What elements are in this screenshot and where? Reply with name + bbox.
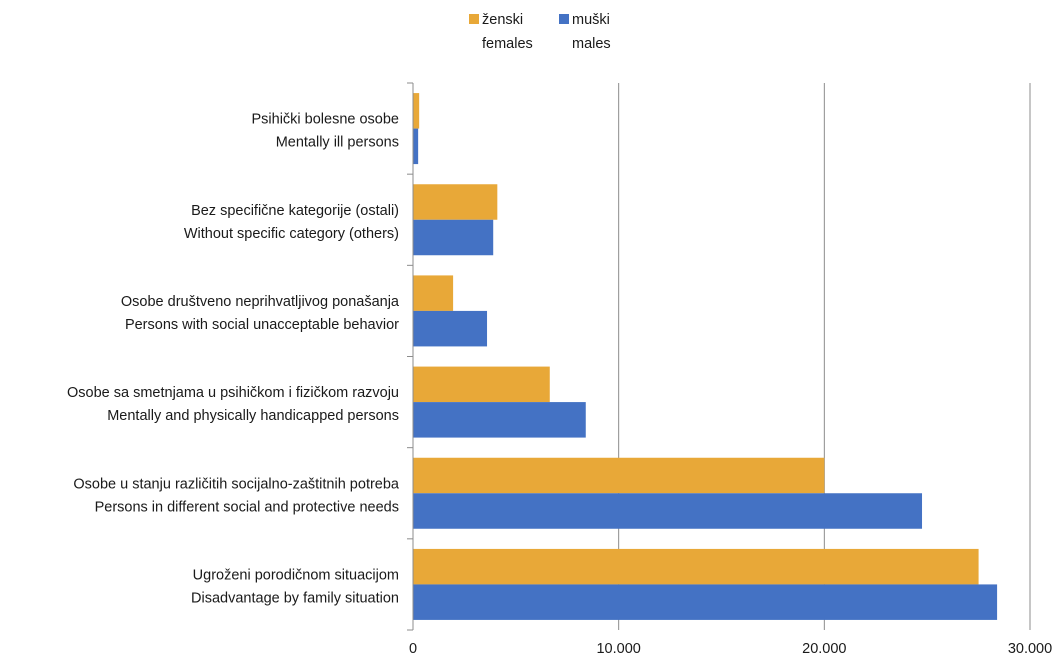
tick-label-0: 0	[409, 641, 417, 657]
category-axis	[407, 82, 414, 631]
category-label-0-line1: Psihički bolesne osobe	[251, 112, 399, 128]
legend-label-females-line2: females	[482, 36, 533, 52]
bar-females-3	[413, 366, 550, 403]
category-labels: Psihički bolesne osobe Mentally ill perso…	[67, 112, 400, 607]
legend-label-females-line1: ženski	[482, 12, 523, 28]
category-label-4-line2: Persons in different social and protecti…	[95, 499, 399, 515]
category-label-1-line1: Bez specifične kategorije (ostali)	[191, 203, 399, 219]
category-label-1-line2: Without specific category (others)	[184, 226, 399, 242]
bar-males-1	[413, 219, 494, 256]
category-label-0-line2: Mentally ill persons	[276, 135, 399, 151]
bar-females-4	[413, 457, 825, 494]
bar-females-0	[413, 93, 420, 129]
gridlines	[618, 83, 1031, 630]
bars	[413, 93, 998, 620]
category-label-3-line2: Mentally and physically handicapped pers…	[107, 408, 399, 424]
category-label-5-line1: Ugroženi porodičnom situacijom	[193, 567, 399, 583]
tick-label-2: 20.000	[802, 641, 846, 657]
bar-females-2	[413, 275, 454, 311]
bar-males-0	[413, 128, 419, 165]
tick-label-3: 30.000	[1008, 641, 1052, 657]
category-label-2-line2: Persons with social unacceptable behavio…	[125, 317, 399, 333]
bar-females-1	[413, 184, 498, 220]
legend: ženski females muški males	[469, 12, 611, 52]
legend-swatch-males	[559, 14, 569, 24]
value-axis-tick-labels: 0 10.000 20.000 30.000	[409, 641, 1052, 657]
tick-label-1: 10.000	[596, 641, 640, 657]
bar-males-4	[413, 493, 923, 529]
category-label-4-line1: Osobe u stanju različitih socijalno-zašt…	[73, 476, 400, 492]
legend-swatch-females	[469, 14, 479, 24]
category-label-2-line1: Osobe društveno neprihvatljivog ponašanj…	[121, 294, 400, 310]
legend-label-males-line1: muški	[572, 12, 610, 28]
category-label-3-line1: Osobe sa smetnjama u psihičkom i fizičko…	[67, 385, 399, 401]
bar-males-2	[413, 310, 488, 347]
bar-males-5	[413, 584, 998, 620]
bar-males-3	[413, 402, 586, 438]
legend-label-males-line2: males	[572, 36, 611, 52]
category-label-5-line2: Disadvantage by family situation	[191, 590, 399, 606]
bar-females-5	[413, 548, 979, 585]
